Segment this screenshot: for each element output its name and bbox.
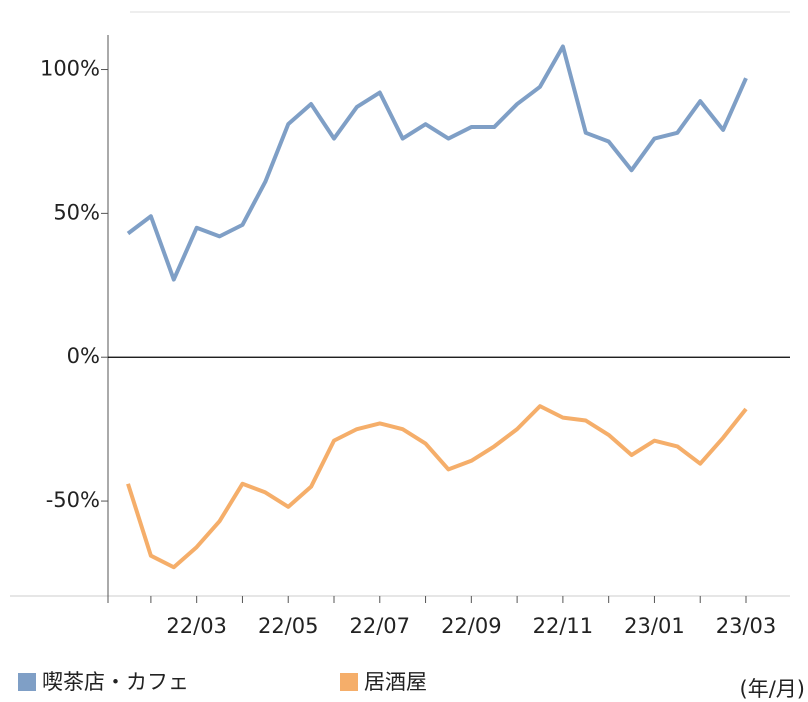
series-line: [126, 44, 748, 282]
legend-label: 喫茶店・カフェ: [42, 670, 189, 694]
x-tick-label: 22/03: [166, 614, 227, 638]
y-tick-label: 50%: [53, 200, 100, 224]
x-tick-label: 22/05: [258, 614, 319, 638]
y-tick-label: 100%: [40, 57, 100, 81]
legend-swatch: [340, 673, 358, 691]
y-tick-label: 0%: [67, 344, 100, 368]
x-tick-label: 22/11: [533, 614, 594, 638]
legend-label: 居酒屋: [364, 670, 427, 694]
series-line: [126, 404, 748, 570]
x-tick-label: 23/03: [716, 614, 777, 638]
y-tick-label: -50%: [46, 488, 100, 512]
x-tick-label: 23/01: [624, 614, 685, 638]
legend-swatch: [18, 673, 36, 691]
x-tick-label: 22/09: [441, 614, 502, 638]
x-unit: (年/月): [740, 677, 805, 701]
x-tick-label: 22/07: [350, 614, 411, 638]
